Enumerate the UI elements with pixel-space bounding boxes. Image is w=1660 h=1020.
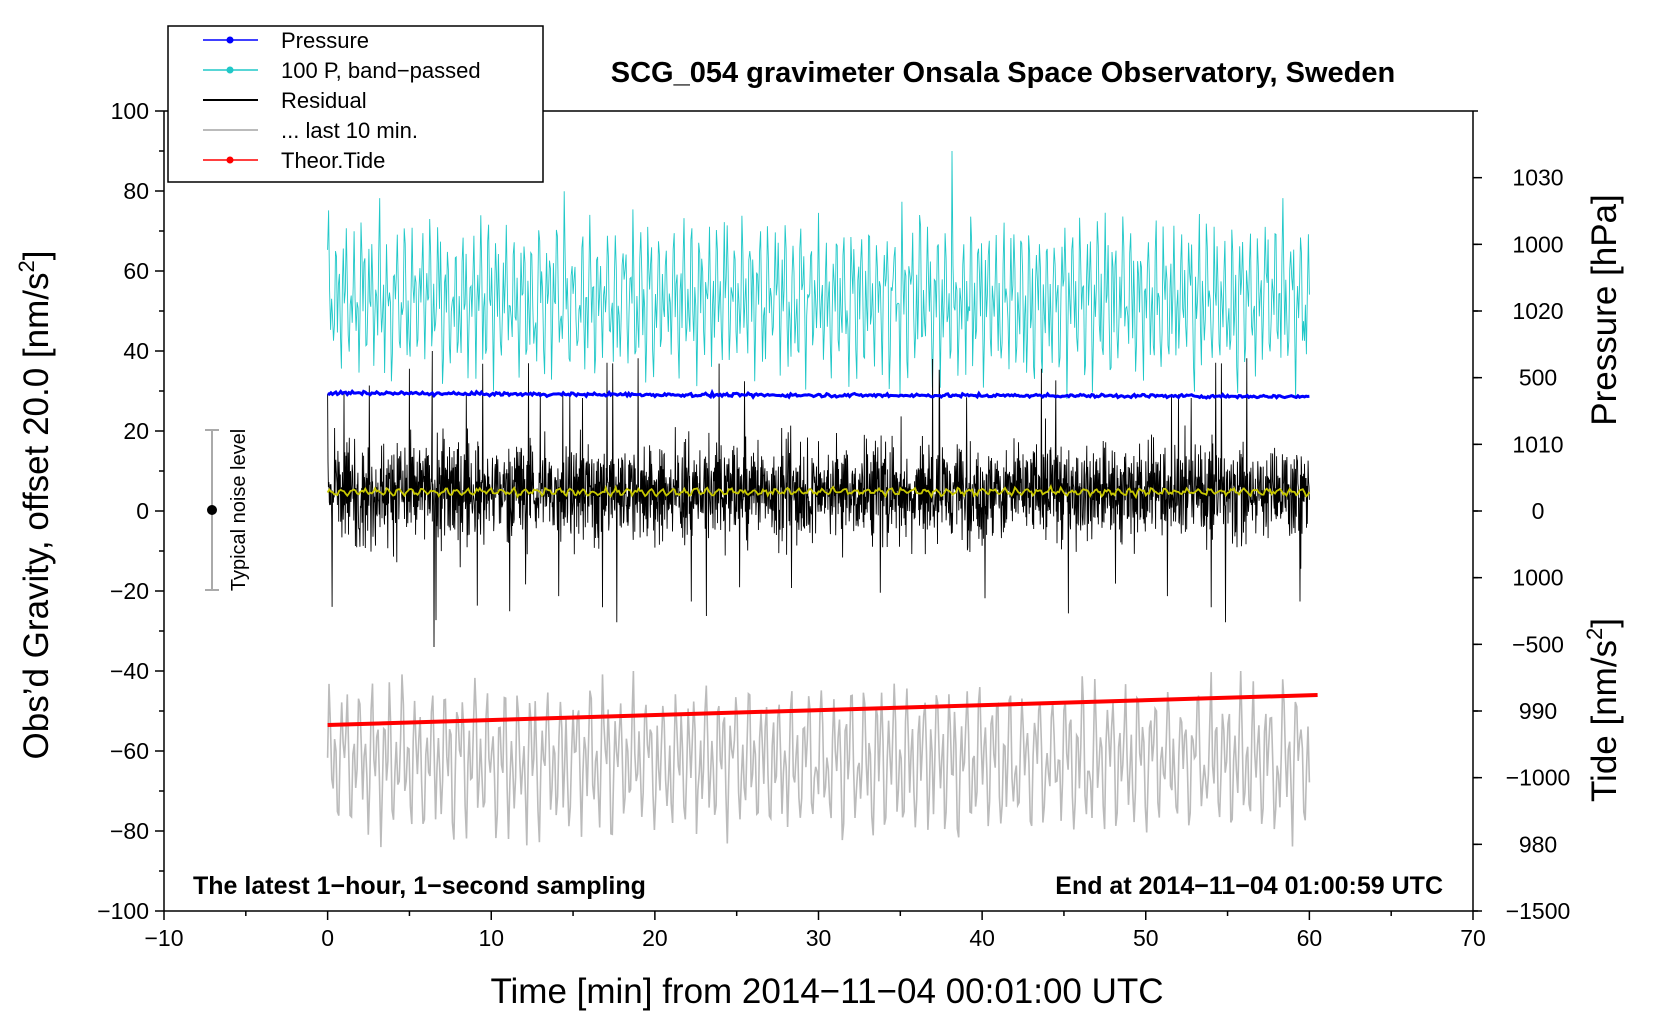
series-residual [327,350,1310,648]
tide-tick-label: 1000 [1512,231,1563,257]
tide-tick-label: −1000 [1506,765,1571,791]
pressure-tick-label: 1010 [1512,431,1563,457]
annotation-end-time: End at 2014−11−04 01:00:59 UTC [1055,872,1443,900]
x-tick-label: 40 [969,925,995,951]
pressure-tick-label: 980 [1519,831,1557,857]
tide-axis-label: Tide [nm/s2] [1582,618,1624,802]
noise-bar: Typical noise level [205,429,250,591]
y-tick-label: 60 [123,258,149,284]
tide-tick-label: 500 [1519,365,1557,391]
pressure-tick-label: 1000 [1512,565,1563,591]
pressure-tick-label: 1020 [1512,298,1563,324]
y-tick-label: 20 [123,418,149,444]
y-axis-label: Obs’d Gravity, offset 20.0 [nm/s2] [14,251,56,760]
legend-marker-bandpassed [226,66,234,74]
y-tick-label: −40 [110,658,149,684]
y-tick-label: 80 [123,178,149,204]
legend-label-last10: ... last 10 min. [281,118,418,143]
series-mean-residual [326,484,1311,500]
noise-bar-label: Typical noise level [228,429,250,591]
x-tick-label: 50 [1133,925,1159,951]
series-pressure [327,388,1310,400]
y-tick-label: −100 [97,898,149,924]
tide-tick-label: 0 [1532,498,1545,524]
legend-label-pressure: Pressure [281,28,369,53]
x-axis-label: Time [min] from 2014−11−04 00:01:00 UTC [490,972,1163,1011]
legend: Pressure 100 P, band−passed Residual ...… [167,25,544,183]
x-tick-label: 60 [1297,925,1323,951]
pressure-tick-label: 1030 [1512,165,1563,191]
y-tick-label: −60 [110,738,149,764]
x-tick-label: 10 [478,925,504,951]
tide-tick-label: −1500 [1506,898,1571,924]
y-tick-label: 100 [111,98,149,124]
y-tick-label: −80 [110,818,149,844]
x-tick-label: −10 [144,925,183,951]
y-tick-label: 0 [136,498,149,524]
legend-label-bandpassed: 100 P, band−passed [281,58,481,83]
x-tick-label: 0 [321,925,334,951]
y-tick-label: 40 [123,338,149,364]
chart-title: SCG_054 gravimeter Onsala Space Observat… [611,57,1395,89]
x-tick-label: 20 [642,925,668,951]
legend-label-tide: Theor.Tide [281,148,385,173]
series-theoretical-tide [327,693,1318,727]
pressure-axis-label: Pressure [hPa] [1585,194,1624,426]
pressure-tick-label: 990 [1519,698,1557,724]
x-tick-label: 70 [1460,925,1486,951]
legend-marker-pressure [226,36,234,44]
annotation-sampling: The latest 1−hour, 1−second sampling [193,872,646,900]
legend-label-residual: Residual [281,88,367,113]
series-last-10-min [326,670,1311,848]
legend-box [167,25,544,183]
legend-marker-tide [226,156,234,164]
tide-tick-label: −500 [1512,631,1564,657]
x-tick-label: 30 [806,925,832,951]
noise-bar-center [207,505,217,515]
y-tick-label: −20 [110,578,149,604]
series-bandpassed-pressure [327,150,1310,400]
